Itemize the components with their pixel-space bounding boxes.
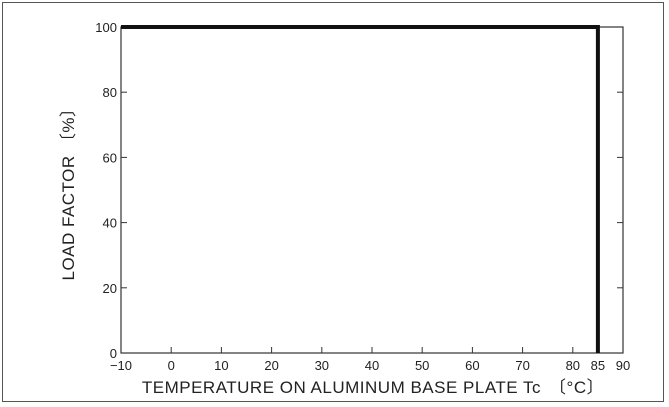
- x-tick-label: 60: [465, 358, 479, 373]
- chart-frame: −10 0 10 20 30 40 50 60 70 80 85 90 0 20 40 60 80 100 TE…: [2, 2, 664, 402]
- x-tick-label: 85: [591, 358, 605, 373]
- x-tick-label: 0: [168, 358, 175, 373]
- y-tick-label: 0: [110, 346, 117, 361]
- x-tick-label: 40: [365, 358, 379, 373]
- y-tick-label: 80: [103, 85, 117, 100]
- x-tick-label: 70: [515, 358, 529, 373]
- x-tick-label: 30: [315, 358, 329, 373]
- y-tick-label: 20: [103, 281, 117, 296]
- plot-area: [120, 26, 624, 354]
- x-axis-ticks: −10 0 10 20 30 40 50 60 70 80 85 90: [110, 347, 630, 373]
- y-tick-label: 40: [103, 216, 117, 231]
- y-tick-label: 60: [103, 150, 117, 165]
- x-axis-title-text: TEMPERATURE ON ALUMINUM BASE PLATE Tc: [142, 378, 541, 397]
- plot-border: [120, 26, 624, 354]
- y-tick-label: 100: [95, 20, 117, 35]
- x-tick-label: 90: [616, 358, 630, 373]
- x-axis-title: TEMPERATURE ON ALUMINUM BASE PLATE Tc 〔°C…: [142, 378, 604, 397]
- x-tick-label: 80: [566, 358, 580, 373]
- y-axis-ticks: 0 20 40 60 80 100: [95, 20, 623, 361]
- x-tick-label: 20: [264, 358, 278, 373]
- x-axis-title-unit: 〔°C〕: [549, 378, 604, 397]
- load-factor-line: [121, 25, 600, 353]
- x-tick-label: −10: [110, 358, 132, 373]
- x-tick-label: 10: [214, 358, 228, 373]
- y-axis-title: LOAD FACTOR 〔%〕: [59, 100, 78, 281]
- data-series: [120, 25, 600, 354]
- x-tick-label: 50: [415, 358, 429, 373]
